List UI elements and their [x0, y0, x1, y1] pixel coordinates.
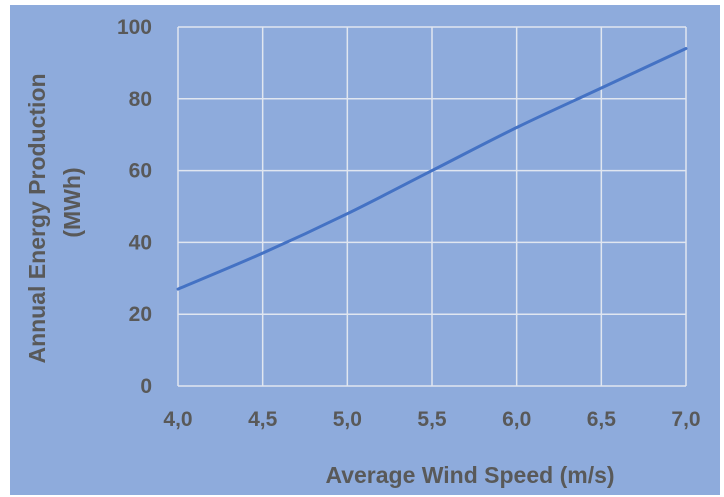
- y-tick-label: 80: [129, 88, 152, 111]
- x-tick-label: 6,0: [502, 408, 531, 431]
- y-tick-label: 100: [117, 16, 152, 39]
- y-tick-label: 0: [140, 375, 152, 398]
- y-tick-label: 60: [129, 160, 152, 183]
- y-tick-label: 40: [129, 231, 152, 254]
- x-axis-title: Average Wind Speed (m/s): [325, 462, 614, 488]
- x-tick-label: 5,0: [333, 408, 362, 431]
- x-tick-label: 5,5: [417, 408, 447, 431]
- x-tick-label: 6,5: [587, 408, 617, 431]
- x-tick-label: 4,5: [248, 408, 278, 431]
- y-tick-label: 20: [129, 303, 152, 326]
- y-axis-title-line1: Annual Energy Production: [24, 73, 50, 363]
- gridlines: [177, 26, 687, 387]
- x-axis-ticks: 4,0 4,5 5,0 5,5 6,0 6,5 7,0: [163, 408, 700, 431]
- x-tick-label: 4,0: [163, 408, 192, 431]
- y-axis-title-line2: (MWh): [59, 167, 85, 237]
- y-axis-ticks: 0 20 40 60 80 100: [117, 16, 152, 398]
- x-tick-label: 7,0: [671, 408, 700, 431]
- chart-area: 0 20 40 60 80 100 4,0 4,5 5,0 5,5 6,0 6,5 7,0 Avera…: [10, 5, 720, 495]
- line-chart: 0 20 40 60 80 100 4,0 4,5 5,0 5,5 6,0 6,5 7,0 Avera…: [24, 16, 701, 488]
- series-layer: [176, 47, 688, 291]
- series-line: [176, 47, 688, 291]
